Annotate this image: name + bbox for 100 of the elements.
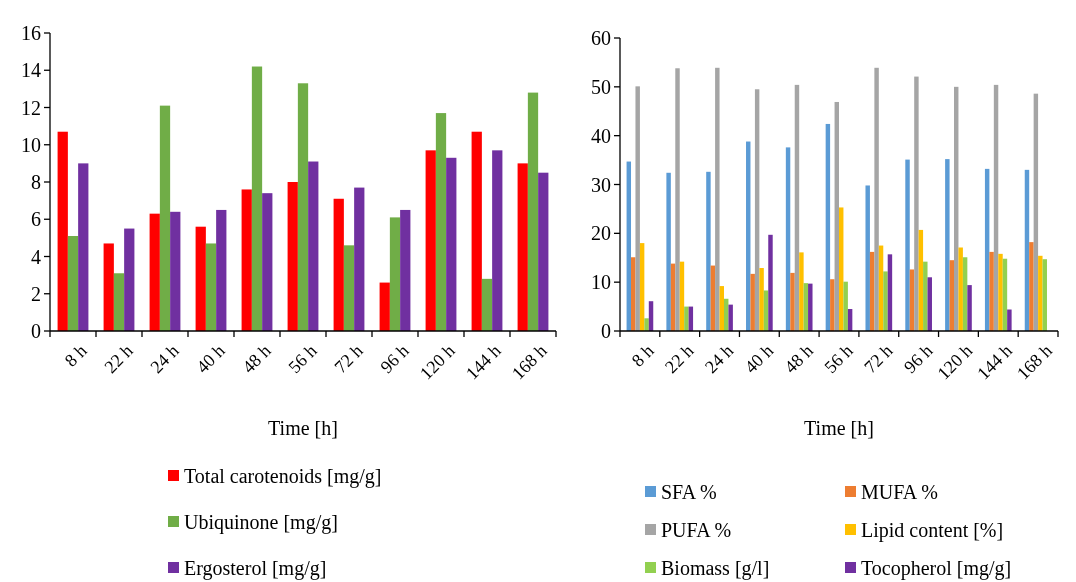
- x-axis-title: Time [h]: [804, 417, 874, 439]
- bar: [750, 273, 755, 331]
- bar: [517, 163, 528, 331]
- bar: [216, 209, 227, 331]
- bar: [527, 92, 539, 331]
- bar: [954, 86, 959, 331]
- legend-label: Tocopherol [mg/g]: [861, 557, 1012, 580]
- x-tick-label: 144 h: [461, 340, 505, 384]
- y-tick-label: 12: [21, 96, 41, 119]
- bar: [159, 105, 171, 331]
- x-tick-label: 56 h: [820, 340, 857, 378]
- x-tick-label: 22 h: [661, 340, 698, 378]
- bar: [958, 247, 963, 331]
- bar: [644, 318, 649, 331]
- x-tick-label: 40 h: [192, 340, 229, 378]
- x-tick-label: 48 h: [780, 340, 817, 378]
- x-tick-label: 24 h: [700, 340, 738, 378]
- bar: [343, 245, 355, 331]
- bar: [425, 150, 436, 331]
- bar: [706, 171, 711, 331]
- bar: [287, 182, 298, 331]
- x-tick-label: 22 h: [100, 340, 137, 378]
- bar: [389, 217, 401, 331]
- bar: [834, 101, 839, 331]
- x-tick-label: 40 h: [740, 340, 778, 378]
- y-tick-label: 20: [591, 222, 611, 245]
- bar: [435, 113, 447, 331]
- bar: [251, 66, 263, 331]
- bar: [794, 84, 800, 331]
- y-tick-label: 40: [591, 124, 611, 147]
- y-tick-label: 10: [591, 271, 611, 294]
- bar: [241, 189, 252, 331]
- bar: [262, 193, 273, 331]
- x-tick-label: 168 h: [507, 340, 551, 384]
- bar: [481, 278, 493, 331]
- bar: [754, 89, 760, 331]
- legend-label: MUFA %: [861, 481, 938, 503]
- bar: [124, 228, 135, 331]
- bar: [205, 243, 217, 331]
- x-tick-label: 8 h: [60, 340, 91, 371]
- bar: [57, 131, 68, 331]
- legend-label: Ergosterol [mg/g]: [184, 557, 327, 580]
- x-tick-label: 72 h: [860, 340, 897, 378]
- bar: [675, 68, 680, 331]
- bar: [839, 207, 844, 331]
- bar: [170, 211, 181, 331]
- bar: [1038, 255, 1043, 331]
- bar: [67, 236, 79, 331]
- legend-label: Ubiquinone [mg/g]: [184, 511, 338, 534]
- x-tick-label: 120 h: [415, 340, 459, 384]
- x-tick-label: 96 h: [376, 340, 413, 378]
- bar: [728, 304, 733, 331]
- y-tick-label: 2: [31, 282, 41, 305]
- bar: [103, 243, 114, 331]
- x-tick-label: 56 h: [284, 340, 321, 378]
- bar: [379, 282, 390, 331]
- bar: [883, 271, 888, 331]
- legend-label: Biomass [g/l]: [661, 557, 770, 580]
- x-axis-title: Time [h]: [268, 417, 338, 439]
- bar: [843, 281, 848, 331]
- x-tick-label: 72 h: [330, 340, 367, 378]
- x-tick-label: 8 h: [627, 340, 658, 371]
- bar: [785, 147, 791, 331]
- bar: [538, 172, 549, 331]
- bar: [945, 159, 950, 331]
- legend-label: Lipid content [%]: [861, 519, 1004, 542]
- legend-label: SFA %: [661, 481, 717, 503]
- bar: [998, 253, 1003, 331]
- bar: [874, 67, 879, 331]
- y-tick-label: 16: [21, 22, 41, 44]
- bar: [684, 306, 689, 331]
- y-tick-label: 30: [591, 173, 611, 196]
- bar: [865, 185, 870, 331]
- y-tick-label: 60: [591, 27, 611, 49]
- bar: [923, 261, 928, 331]
- x-tick-label: 24 h: [146, 340, 183, 378]
- y-tick-label: 4: [31, 245, 41, 268]
- bar: [78, 163, 89, 331]
- bar: [149, 213, 160, 331]
- bar: [1029, 242, 1034, 331]
- bar: [808, 283, 813, 331]
- y-tick-label: 6: [31, 208, 41, 231]
- bar: [967, 285, 972, 331]
- y-tick-label: 0: [601, 320, 611, 342]
- bar: [297, 83, 309, 331]
- bar: [635, 86, 640, 331]
- x-tick-label: 48 h: [238, 340, 275, 378]
- bar: [799, 252, 804, 331]
- y-tick-label: 10: [21, 133, 41, 156]
- bar: [790, 272, 795, 331]
- bar: [666, 172, 671, 331]
- bar: [715, 67, 720, 331]
- bar: [492, 150, 503, 331]
- bar: [195, 226, 206, 331]
- bar: [446, 157, 457, 331]
- bar: [914, 76, 919, 331]
- y-tick-label: 8: [31, 171, 41, 193]
- bar: [989, 251, 994, 331]
- bar: [354, 187, 365, 331]
- bar: [1007, 309, 1012, 331]
